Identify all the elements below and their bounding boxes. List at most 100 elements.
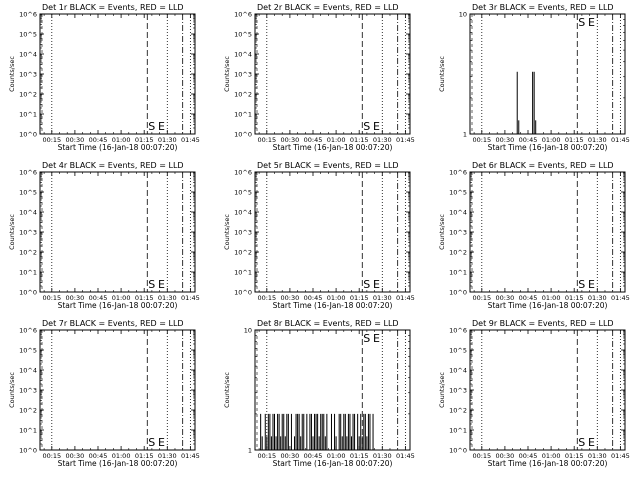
end-marker: E — [373, 332, 380, 345]
end-marker: E — [373, 278, 380, 291]
x-tick-label: 01:30 — [588, 294, 607, 302]
y-tick-label: 10^3 — [449, 229, 467, 237]
y-tick-label: 10^2 — [234, 91, 252, 99]
panel-det-7: Det 7r BLACK = Events, RED = LLD 10^0 10^1… — [8, 319, 200, 468]
plot-frame — [469, 13, 626, 135]
y-tick-label: 10^2 — [449, 249, 467, 257]
x-tick-label: 00:45 — [89, 294, 108, 302]
y-axis-label: Counts/sec — [438, 214, 446, 250]
y-axis-label: Counts/sec — [8, 372, 16, 408]
y-tick-label: 10^3 — [19, 71, 37, 79]
start-marker: S — [148, 120, 155, 133]
x-tick-label: 00:30 — [66, 452, 85, 460]
y-tick-label: 10^6 — [449, 169, 467, 177]
y-tick-label: 10^1 — [19, 269, 37, 277]
x-tick-label: 01:30 — [373, 136, 392, 144]
x-axis-label: Start Time (16-Jan-18 00:07:20) — [273, 459, 393, 468]
x-tick-label: 01:15 — [565, 452, 584, 460]
y-tick-label: 10^4 — [19, 51, 37, 59]
x-tick-label: 01:45 — [181, 136, 200, 144]
x-tick-label: 00:45 — [304, 136, 323, 144]
start-marker: S — [578, 436, 585, 449]
x-tick-label: 00:30 — [281, 452, 300, 460]
x-tick-label: 01:30 — [158, 452, 177, 460]
plot-frame — [39, 171, 196, 293]
panel-det-1: Det 1r BLACK = Events, RED = LLD 10^0 10^1… — [8, 3, 200, 152]
plot-frame — [254, 13, 411, 135]
x-tick-label: 00:15 — [257, 136, 276, 144]
panel-title: Det 9r BLACK = Events, RED = LLD — [472, 319, 614, 328]
panel-title: Det 1r BLACK = Events, RED = LLD — [42, 3, 184, 12]
y-tick-label: 10^6 — [19, 169, 37, 177]
panel-title: Det 2r BLACK = Events, RED = LLD — [257, 3, 399, 12]
y-tick-label: 10^2 — [19, 249, 37, 257]
y-tick-label: 10^0 — [19, 447, 37, 455]
y-axis-label: Counts/sec — [223, 372, 231, 408]
x-tick-label: 01:00 — [112, 294, 131, 302]
plot-frame — [39, 13, 196, 135]
y-tick-label: 10^1 — [234, 269, 252, 277]
panel-det-9: Det 9r BLACK = Events, RED = LLD 10^0 10^1… — [438, 319, 630, 468]
y-tick-label: 10^5 — [19, 347, 37, 355]
y-tick-label: 10^2 — [19, 407, 37, 415]
panel-det-2: Det 2r BLACK = Events, RED = LLD 10^0 10^1… — [223, 3, 415, 152]
x-tick-label: 00:15 — [257, 452, 276, 460]
panel-det-6: Det 6r BLACK = Events, RED = LLD 10^0 10^1… — [438, 161, 630, 310]
y-tick-label: 10^4 — [19, 367, 37, 375]
end-marker: E — [158, 120, 165, 133]
y-tick-label: 10^1 — [19, 427, 37, 435]
x-tick-label: 00:30 — [281, 136, 300, 144]
y-tick-label: 10^4 — [449, 209, 467, 217]
x-tick-label: 00:45 — [519, 452, 538, 460]
plot-frame — [469, 329, 626, 451]
y-tick-label: 10^1 — [449, 427, 467, 435]
x-tick-label: 01:15 — [135, 452, 154, 460]
plot-frame — [39, 329, 196, 451]
panel-det-8: Det 8r BLACK = Events, RED = LLD 1 10 00:15… — [223, 319, 415, 468]
x-tick-label: 00:15 — [42, 452, 61, 460]
panel-title: Det 8r BLACK = Events, RED = LLD — [257, 319, 399, 328]
y-tick-label: 10 — [244, 327, 252, 335]
y-axis-label: Counts/sec — [8, 56, 16, 92]
start-marker: S — [363, 278, 370, 291]
x-tick-label: 00:15 — [472, 136, 491, 144]
y-tick-label: 10^6 — [234, 169, 252, 177]
y-tick-label: 10^3 — [234, 71, 252, 79]
y-axis-label: Counts/sec — [223, 56, 231, 92]
y-tick-label: 10 — [459, 11, 467, 19]
start-marker: S — [363, 332, 370, 345]
y-tick-label: 10^0 — [234, 289, 252, 297]
x-axis-label: Start Time (16-Jan-18 00:07:20) — [488, 459, 608, 468]
x-tick-label: 01:45 — [181, 294, 200, 302]
y-tick-label: 1 — [248, 447, 252, 455]
end-marker: E — [158, 278, 165, 291]
x-tick-label: 00:45 — [304, 452, 323, 460]
y-tick-label: 10^1 — [234, 111, 252, 119]
x-tick-label: 00:30 — [496, 136, 515, 144]
x-tick-label: 01:15 — [135, 136, 154, 144]
x-tick-label: 00:15 — [257, 294, 276, 302]
x-tick-label: 01:30 — [373, 294, 392, 302]
x-axis-label: Start Time (16-Jan-18 00:07:20) — [488, 143, 608, 152]
start-marker: S — [148, 436, 155, 449]
y-tick-label: 10^0 — [19, 131, 37, 139]
x-tick-label: 01:15 — [565, 136, 584, 144]
x-tick-label: 01:45 — [396, 294, 415, 302]
end-marker: E — [158, 436, 165, 449]
x-tick-label: 01:30 — [158, 294, 177, 302]
x-axis-label: Start Time (16-Jan-18 00:07:20) — [488, 301, 608, 310]
y-tick-label: 10^2 — [19, 91, 37, 99]
panel-title: Det 3r BLACK = Events, RED = LLD — [472, 3, 614, 12]
y-axis-label: Counts/sec — [438, 56, 446, 92]
y-tick-label: 10^3 — [449, 387, 467, 395]
plot-frame — [254, 171, 411, 293]
y-tick-label: 10^0 — [234, 131, 252, 139]
x-tick-label: 01:30 — [588, 452, 607, 460]
end-marker: E — [373, 120, 380, 133]
y-tick-label: 10^3 — [19, 229, 37, 237]
x-axis-label: Start Time (16-Jan-18 00:07:20) — [273, 301, 393, 310]
y-tick-label: 10^5 — [234, 189, 252, 197]
y-tick-label: 10^3 — [234, 229, 252, 237]
panel-det-3: Det 3r BLACK = Events, RED = LLD 1 10 00:15… — [438, 3, 630, 152]
x-tick-label: 00:30 — [496, 294, 515, 302]
